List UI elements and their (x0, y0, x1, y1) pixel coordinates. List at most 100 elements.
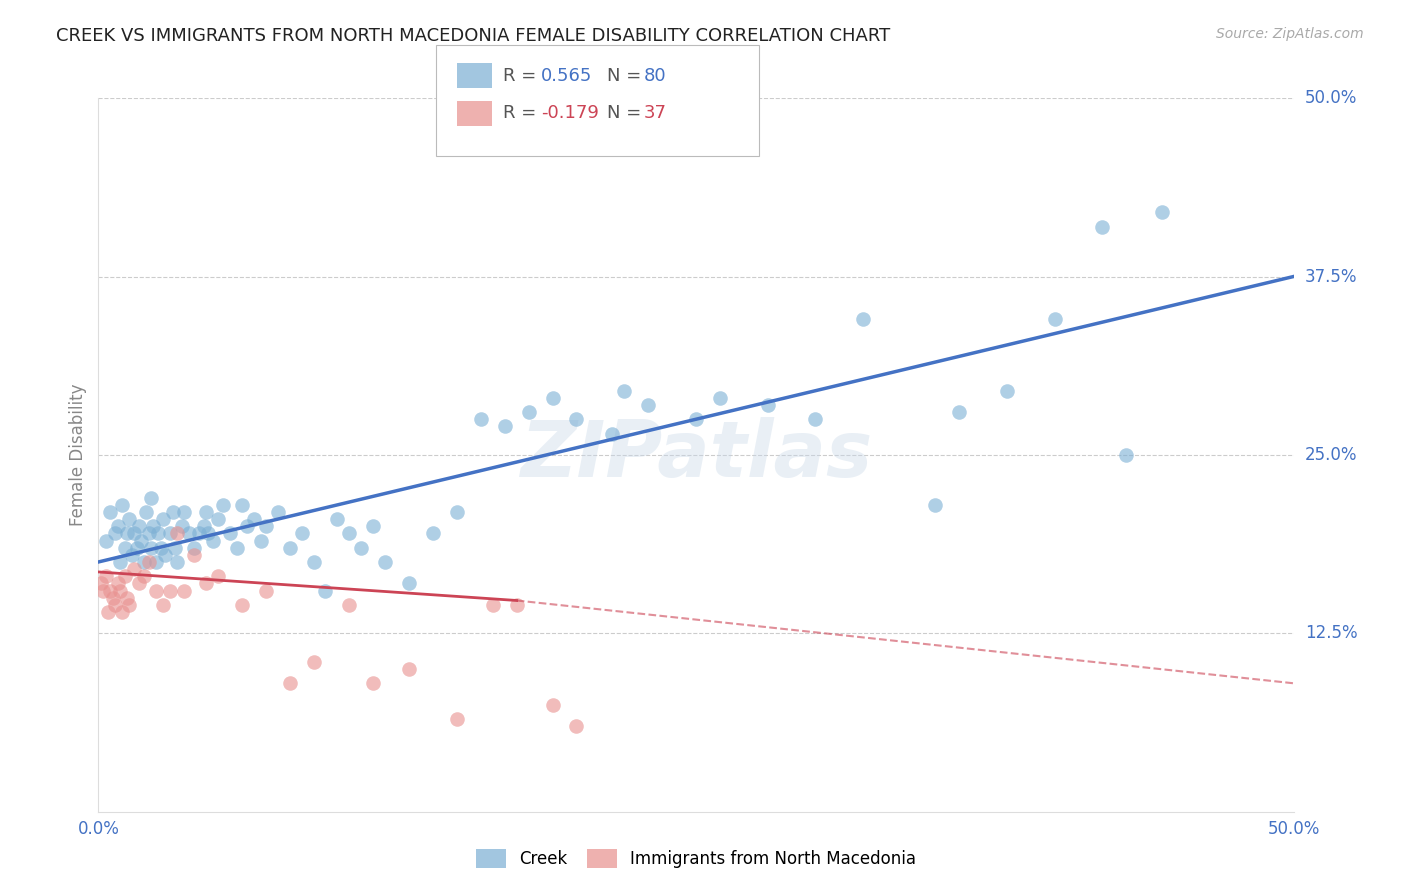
Point (541, 391, 564, 405)
Point (637, 398, 659, 412)
Point (124, 562, 146, 576)
Point (350, 541, 373, 555)
Point (1043, 312, 1066, 326)
Point (243, 512, 266, 526)
Point (166, 526, 188, 541)
Point (142, 519, 165, 533)
Point (111, 605, 134, 619)
Point (138, 526, 160, 541)
Legend: Creek, Immigrants from North Macedonia: Creek, Immigrants from North Macedonia (468, 842, 924, 875)
Point (114, 569, 136, 583)
Point (107, 519, 129, 533)
Point (613, 384, 636, 398)
Text: N =: N = (607, 67, 647, 85)
Text: N =: N = (607, 104, 647, 122)
Point (685, 412, 707, 426)
Point (121, 548, 143, 562)
Point (278, 676, 301, 690)
Point (159, 526, 181, 541)
Point (152, 598, 174, 612)
Text: 37.5%: 37.5% (1305, 268, 1357, 285)
Point (235, 519, 257, 533)
Point (326, 512, 349, 526)
Point (756, 398, 779, 412)
Point (132, 555, 155, 569)
Point (98, 505, 122, 519)
Point (506, 598, 529, 612)
Point (145, 555, 167, 569)
Point (363, 519, 385, 533)
Point (138, 555, 160, 569)
Point (337, 526, 360, 541)
Point (398, 662, 420, 676)
Point (1091, 219, 1114, 234)
Point (107, 576, 129, 591)
Point (187, 526, 209, 541)
Point (90, 576, 112, 591)
Point (179, 526, 201, 541)
Point (231, 498, 253, 512)
Point (97, 605, 120, 619)
Point (131, 533, 153, 548)
Point (600, 426, 623, 441)
Point (111, 498, 134, 512)
Point (166, 555, 188, 569)
Point (115, 526, 138, 541)
Point (231, 598, 253, 612)
Point (446, 712, 468, 726)
Point (207, 569, 229, 583)
Point (114, 541, 136, 555)
Point (565, 719, 588, 733)
Point (924, 498, 946, 512)
Point (481, 598, 505, 612)
Point (948, 405, 970, 419)
Text: R =: R = (503, 67, 543, 85)
Point (250, 533, 273, 548)
Point (804, 412, 827, 426)
Point (104, 526, 127, 541)
Point (132, 569, 155, 583)
Point (155, 548, 177, 562)
Point (98, 583, 122, 598)
Point (494, 419, 516, 434)
Text: 50.0%: 50.0% (1305, 89, 1357, 107)
Point (124, 526, 146, 541)
Point (172, 519, 194, 533)
Text: 25.0%: 25.0% (1305, 446, 1357, 464)
Point (254, 519, 277, 533)
Point (94, 569, 117, 583)
Point (118, 512, 141, 526)
Y-axis label: Female Disability: Female Disability (69, 384, 87, 526)
Point (128, 576, 150, 591)
Point (852, 312, 875, 326)
Point (118, 598, 141, 612)
Point (1150, 205, 1173, 219)
Point (128, 519, 150, 533)
Point (302, 655, 325, 669)
Point (219, 526, 242, 541)
Text: CREEK VS IMMIGRANTS FROM NORTH MACEDONIA FEMALE DISABILITY CORRELATION CHART: CREEK VS IMMIGRANTS FROM NORTH MACEDONIA… (56, 27, 890, 45)
Point (398, 576, 420, 591)
Point (226, 541, 249, 555)
Point (183, 541, 205, 555)
Point (94, 533, 117, 548)
Point (302, 555, 325, 569)
Text: R =: R = (503, 104, 543, 122)
Point (565, 412, 588, 426)
Point (163, 541, 186, 555)
Point (374, 555, 396, 569)
Point (139, 491, 162, 505)
Point (173, 505, 195, 519)
Point (290, 526, 312, 541)
Point (446, 505, 468, 519)
Point (541, 698, 564, 712)
Point (194, 505, 217, 519)
Point (194, 576, 217, 591)
Point (145, 583, 167, 598)
Point (149, 541, 172, 555)
Point (422, 526, 444, 541)
Point (254, 583, 277, 598)
Point (108, 555, 131, 569)
Text: Source: ZipAtlas.com: Source: ZipAtlas.com (1216, 27, 1364, 41)
Text: 37: 37 (644, 104, 666, 122)
